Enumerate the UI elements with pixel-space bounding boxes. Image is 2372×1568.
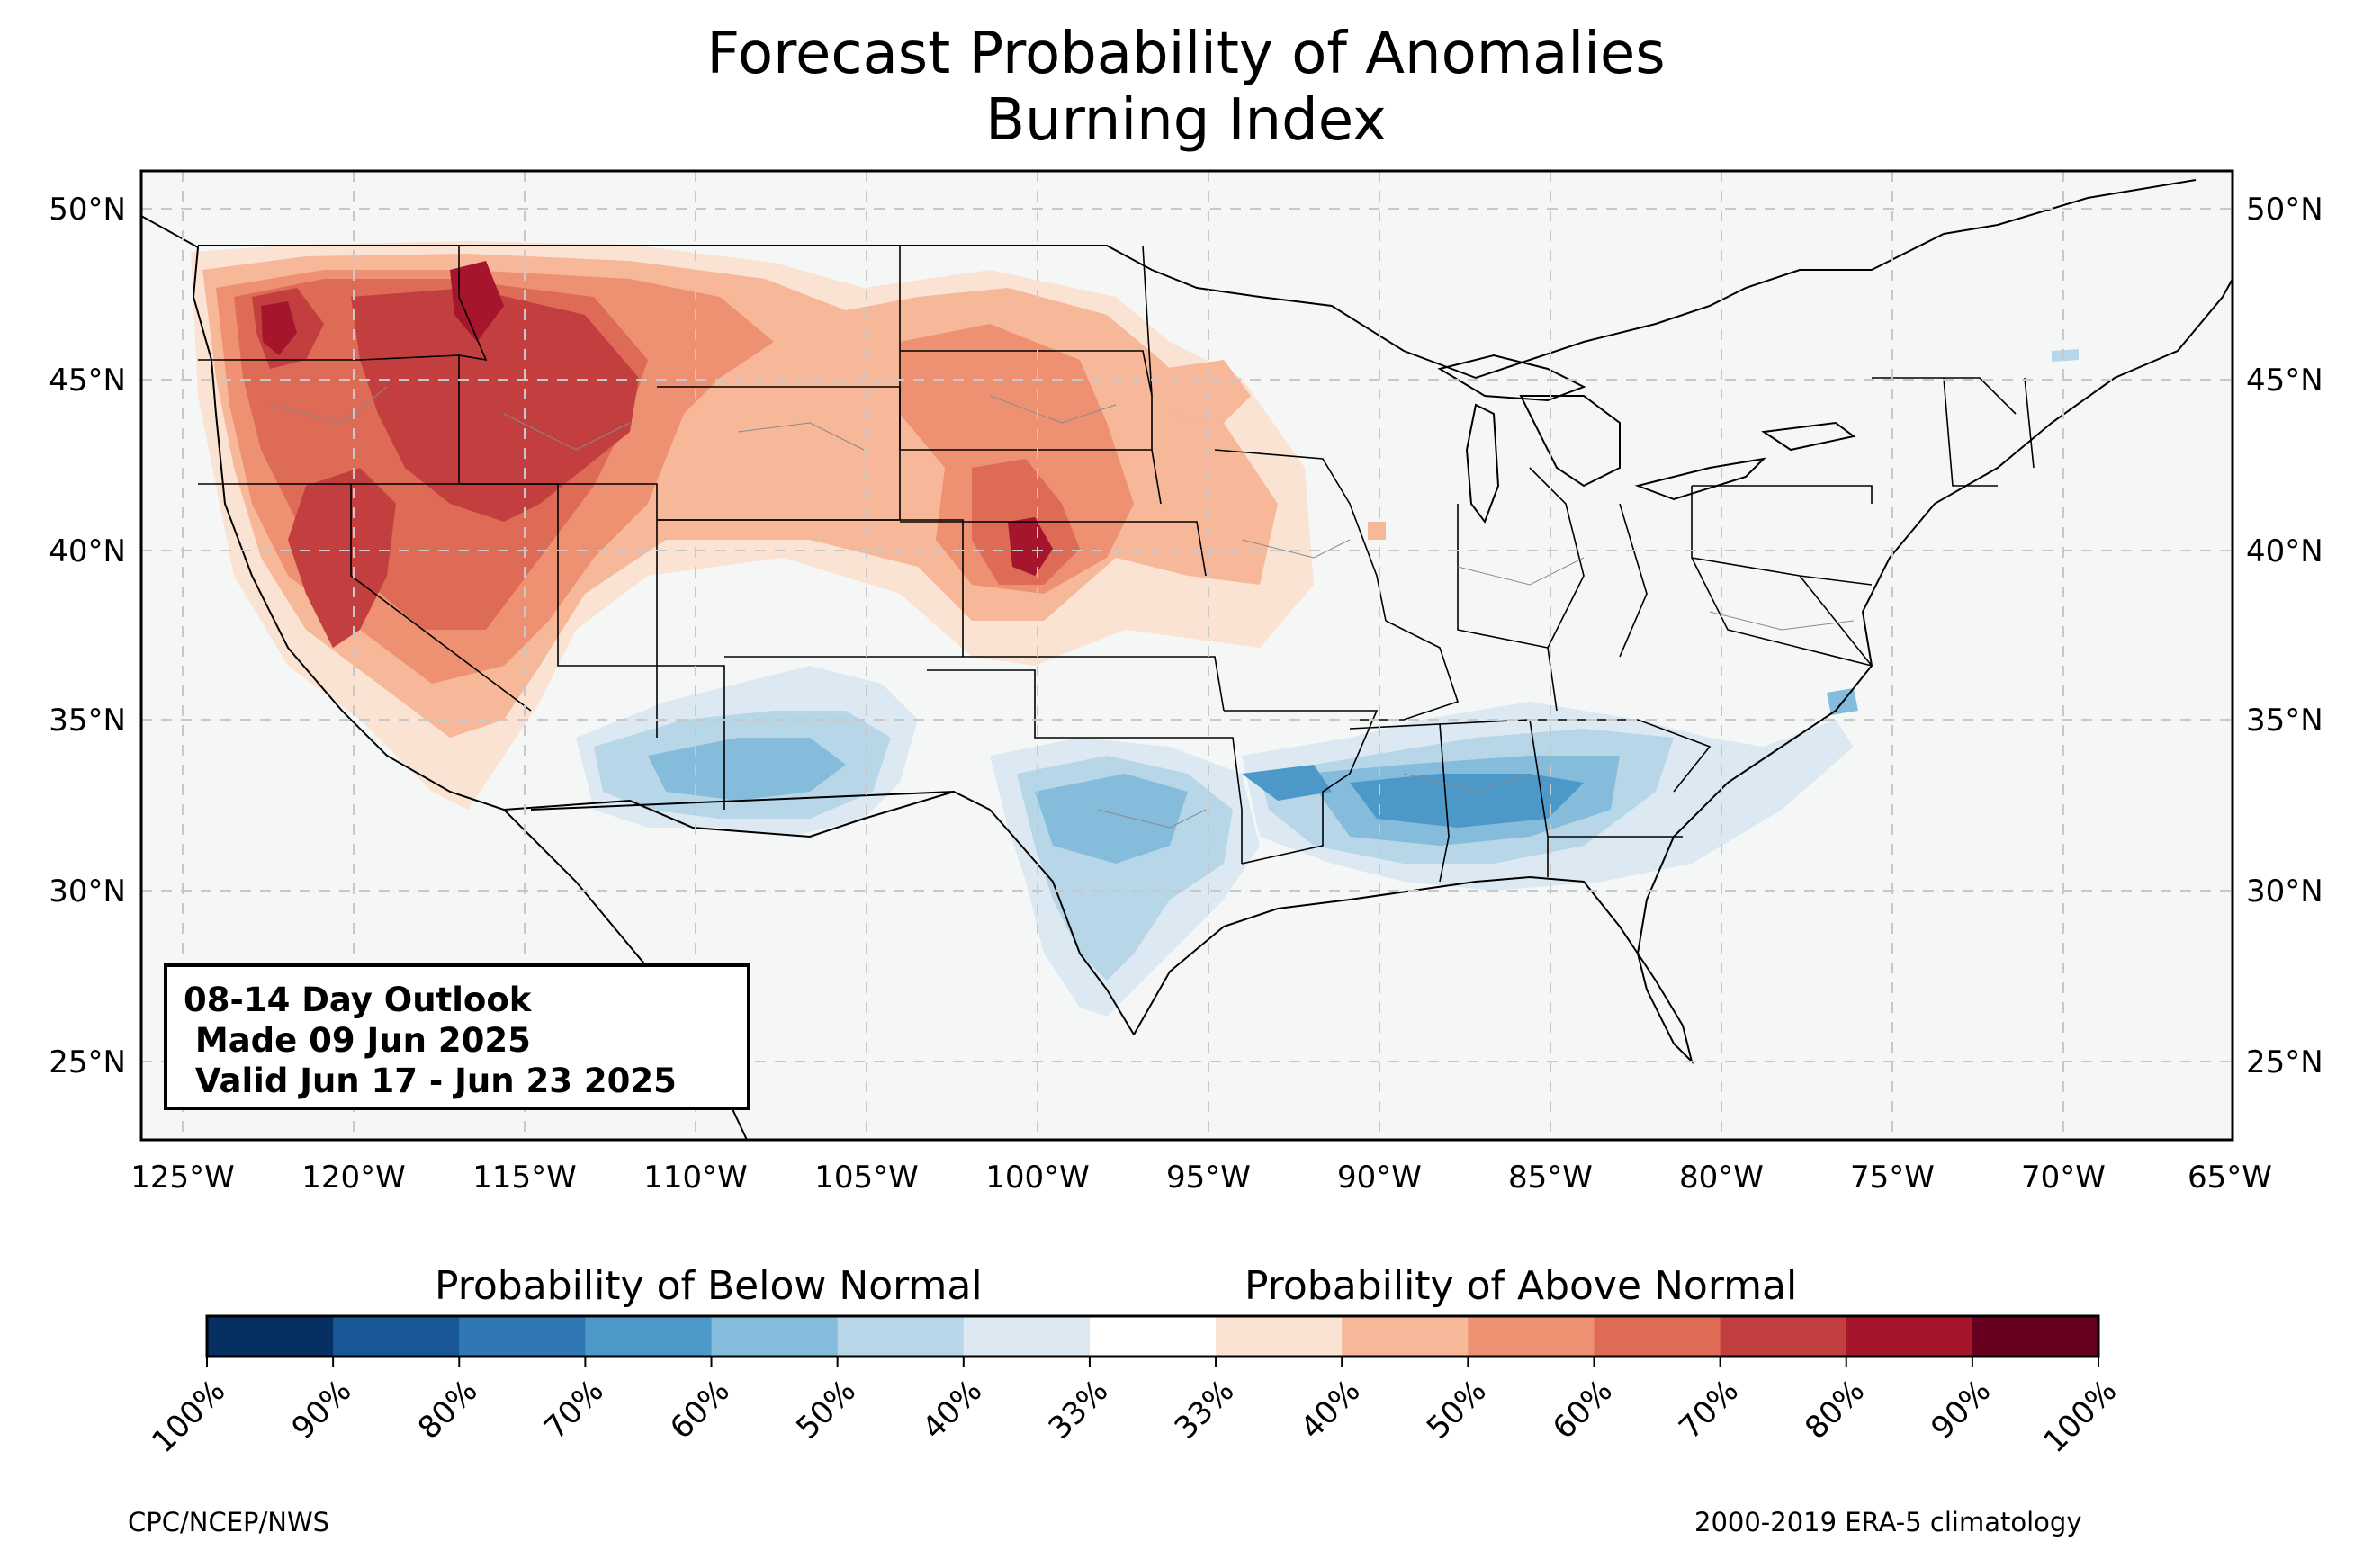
colorbar-swatch [1216,1316,1343,1357]
title-line-2: Burning Index [985,87,1387,154]
lon-label: 85°W [1508,1160,1593,1196]
colorbar-tick-label: 80% [1798,1373,1872,1447]
colorbar-swatch [459,1316,586,1357]
colorbar-tick-label: 40% [915,1373,989,1447]
colorbar-swatch [585,1316,713,1357]
lat-label-left: 35°N [49,703,126,739]
lon-label: 65°W [2188,1160,2272,1196]
graticule [141,171,2233,1140]
lat-label-right: 45°N [2246,363,2323,399]
colorbar-tick-label: 50% [789,1373,863,1447]
lat-label-left: 50°N [49,192,126,228]
lon-label: 105°W [814,1160,919,1196]
lon-label: 75°W [1850,1160,1935,1196]
lat-label-left: 45°N [49,363,126,399]
lat-label-left: 40°N [49,533,126,569]
colorbar-tick-label: 50% [1420,1373,1494,1447]
lon-label: 80°W [1679,1160,1764,1196]
outlook-valid-dates: Valid Jun 17 - Jun 23 2025 [184,1062,677,1100]
colorbar-swatch [333,1316,460,1357]
colorbar-tick-label: 60% [663,1373,737,1447]
lon-label: 70°W [2021,1160,2106,1196]
lon-label: 125°W [130,1160,235,1196]
colorbar-tick-label: 90% [285,1373,359,1447]
colorbar-swatch [1342,1316,1469,1357]
colorbar-swatch [1720,1316,1847,1357]
lon-label: 120°W [301,1160,406,1196]
lat-label-right: 35°N [2246,703,2323,739]
colorbar-swatch [1594,1316,1721,1357]
below-normal-shading [576,349,2079,1017]
lat-label-right: 50°N [2246,192,2323,228]
colorbar-tick-label: 100% [145,1373,232,1460]
lat-label-right: 30°N [2246,874,2323,909]
lat-label-right: 40°N [2246,533,2323,569]
colorbar: 100% 90% 80% 70% 60% 50% 40% 33% 33% 40% 50% 60% 70%… [145,1314,2124,1460]
colorbar-tick-label: 80% [411,1373,485,1447]
colorbar-tick-label: 33% [1168,1373,1242,1447]
credit-right: 2000-2019 ERA-5 climatology [1694,1507,2082,1537]
colorbar-swatch [1846,1316,1973,1357]
colorbar-tick-label: 70% [1672,1373,1746,1447]
colorbar-swatch [711,1316,839,1357]
colorbar-tick-label: 100% [2036,1373,2124,1460]
lon-label: 100°W [985,1160,1090,1196]
lat-label-right: 25°N [2246,1044,2323,1080]
outlook-info-box: 08-14 Day Outlook Made 09 Jun 2025 Valid… [164,963,750,1110]
lon-label: 115°W [472,1160,577,1196]
credit-left: CPC/NCEP/NWS [128,1507,330,1537]
lat-label-left: 30°N [49,874,126,909]
colorbar-tick-label: 40% [1294,1373,1368,1447]
colorbar-swatch [963,1316,1091,1357]
lon-label: 90°W [1337,1160,1422,1196]
lat-label-left: 25°N [49,1044,126,1080]
colorbar-swatch [1468,1316,1595,1357]
colorbar-tick-label: 33% [1042,1373,1116,1447]
colorbar-swatch [1972,1316,2099,1357]
outlook-made-date: Made 09 Jun 2025 [184,1021,531,1060]
colorbar-tick-label: 90% [1925,1373,1999,1447]
colorbar-tick-label: 70% [537,1373,611,1447]
outlook-period: 08-14 Day Outlook [184,981,532,1019]
title-line-1: Forecast Probability of Anomalies [706,21,1666,87]
below-normal-title: Probability of Below Normal [435,1263,983,1309]
above-normal-shading [191,241,1386,810]
colorbar-swatch [837,1316,965,1357]
colorbar-swatch [1089,1316,1217,1357]
colorbar-swatch [207,1316,334,1357]
above-normal-title: Probability of Above Normal [1244,1263,1798,1309]
lon-label: 95°W [1166,1160,1251,1196]
lon-label: 110°W [643,1160,748,1196]
colorbar-tick-label: 60% [1546,1373,1620,1447]
map-frame [139,169,2234,1142]
